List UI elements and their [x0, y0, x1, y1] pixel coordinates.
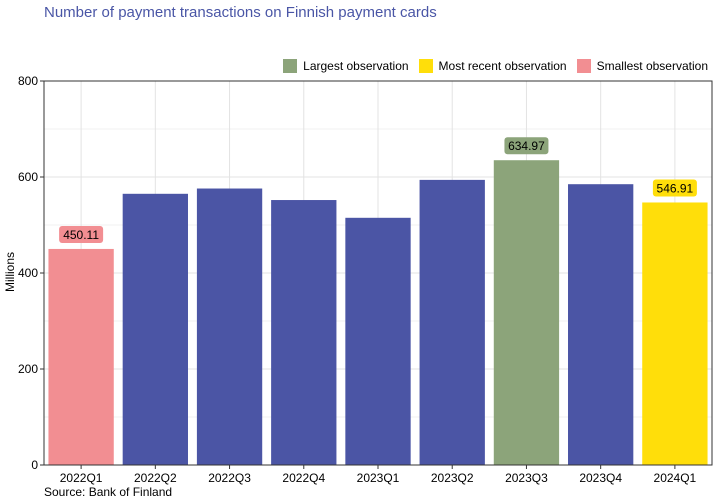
chart-title: Number of payment transactions on Finnis… [44, 4, 437, 21]
data-labels: 450.11 634.97 546.91 [59, 137, 697, 243]
bars [48, 160, 708, 466]
y-tick-label: 800 [18, 74, 38, 88]
y-tick-label: 200 [18, 362, 38, 376]
legend-item-smallest: Smallest observation [576, 59, 708, 73]
x-tick-label: 2022Q2 [134, 471, 177, 485]
x-tick-label: 2023Q3 [505, 471, 548, 485]
legend-label-largest: Largest observation [303, 59, 409, 73]
data-label-bg-2024Q1 [652, 179, 697, 197]
plot-border [43, 80, 713, 466]
bar-2023Q3 [493, 160, 560, 465]
bar-2023Q2 [419, 179, 485, 465]
x-tick-label: 2023Q1 [357, 471, 400, 485]
data-label-2022Q1: 450.11 [63, 228, 99, 242]
data-label-2023Q3: 634.97 [508, 139, 545, 153]
x-tick-label: 2024Q1 [654, 471, 697, 485]
bar-2022Q1 [48, 248, 114, 465]
y-tick-label: 0 [31, 458, 38, 472]
bar-2022Q4 [271, 200, 337, 466]
source-note: Source: Bank of Finland [44, 485, 173, 499]
bar-2022Q3 [196, 188, 263, 465]
x-tick-label: 2022Q3 [208, 471, 251, 485]
legend-item-recent: Most recent observation [418, 59, 567, 73]
bar-2024Q1 [642, 202, 708, 465]
bar-2023Q1 [345, 217, 411, 465]
x-tick-label: 2023Q2 [431, 471, 474, 485]
chart-legend: Largest observation Most recent observat… [283, 59, 708, 73]
bar-2023Q4 [568, 184, 634, 465]
x-tick-label: 2023Q4 [579, 471, 622, 485]
y-axis-label: Millions [3, 252, 17, 292]
data-label-bg-2023Q3 [504, 137, 549, 155]
legend-label-smallest: Smallest observation [596, 59, 708, 73]
legend-swatch-recent [418, 59, 433, 73]
axes: 2022Q1 2022Q2 2022Q3 2022Q4 2023Q1 2023Q2 2023… [18, 74, 713, 485]
x-tick-label: 2022Q1 [60, 471, 103, 485]
x-tick-label: 2022Q4 [282, 471, 325, 485]
data-label-2024Q1: 546.91 [657, 181, 694, 195]
legend-swatch-largest [283, 59, 298, 73]
legend-swatch-smallest [576, 59, 591, 73]
data-label-bg-2022Q1 [59, 225, 104, 243]
bar-2022Q2 [122, 193, 188, 466]
y-tick-label: 600 [18, 170, 38, 184]
legend-item-largest: Largest observation [283, 59, 409, 73]
legend-label-recent: Most recent observation [438, 59, 567, 73]
y-tick-label: 400 [18, 266, 38, 280]
